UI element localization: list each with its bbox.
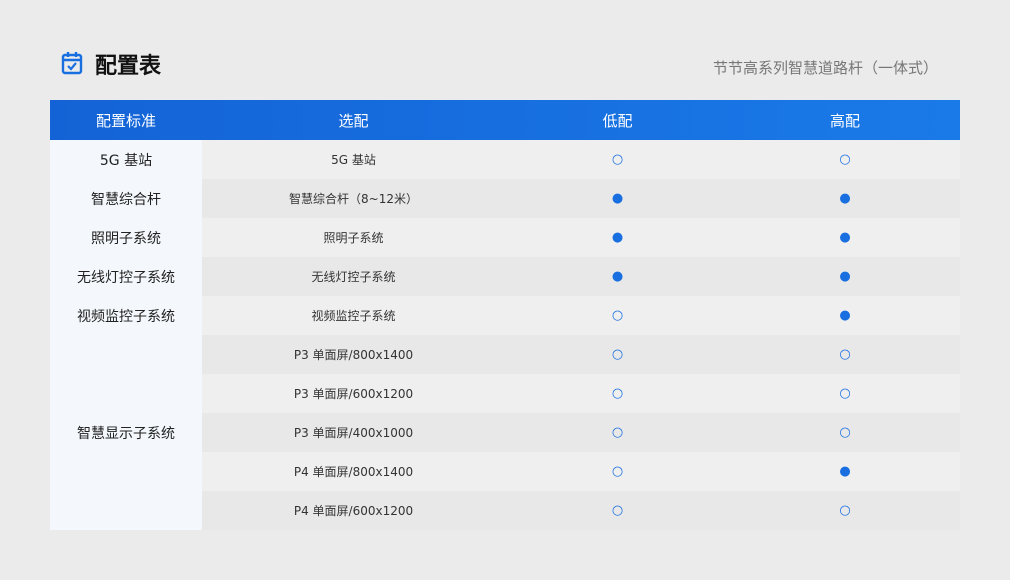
option-cell: P4 单面屏/800x1400 — [202, 452, 505, 491]
option-cell: P3 单面屏/400x1000 — [202, 413, 505, 452]
subtitle: 节节高系列智慧道路杆（一体式） — [712, 59, 938, 77]
low-mark: ● — [505, 179, 730, 218]
title: 配置表 — [95, 54, 162, 79]
low-mark: ○ — [505, 140, 730, 179]
table-row: P3 单面屏/400x1000 ○ ○ — [50, 413, 960, 452]
group-cell: 5G 基站 — [50, 140, 202, 179]
high-mark: ● — [730, 218, 960, 257]
option-cell: 无线灯控子系统 — [202, 257, 505, 296]
low-mark: ○ — [505, 335, 730, 374]
header-row: 配置标准 选配 低配 高配 — [50, 100, 960, 140]
high-mark: ● — [730, 296, 960, 335]
option-cell: P3 单面屏/600x1200 — [202, 374, 505, 413]
high-mark: ○ — [730, 413, 960, 452]
table-row: 视频监控子系统 视频监控子系统 ○ ● — [50, 296, 960, 335]
column-header: 低配 — [602, 111, 633, 130]
group-cell: 无线灯控子系统 — [50, 257, 202, 296]
high-mark: ○ — [730, 140, 960, 179]
group-cell: 智慧综合杆 — [50, 179, 202, 218]
high-mark: ○ — [730, 374, 960, 413]
low-mark: ● — [505, 218, 730, 257]
group-cell: 智慧显示子系统 — [50, 335, 202, 530]
high-mark: ● — [730, 452, 960, 491]
option-cell: P3 单面屏/800x1400 — [202, 335, 505, 374]
calendar-icon — [61, 52, 83, 75]
low-mark: ○ — [505, 491, 730, 530]
low-mark: ○ — [505, 452, 730, 491]
table-row: 无线灯控子系统 无线灯控子系统 ● ● — [50, 257, 960, 296]
table-row: P4 单面屏/600x1200 ○ ○ — [50, 491, 960, 530]
column-header: 选配 — [338, 111, 369, 130]
table-row: P4 单面屏/800x1400 ○ ● — [50, 452, 960, 491]
low-mark: ○ — [505, 413, 730, 452]
group-cell: 视频监控子系统 — [50, 296, 202, 335]
option-cell: 照明子系统 — [202, 218, 505, 257]
config-table: 配置标准 选配 低配 高配 5G 基站 5G 基站 ○ ○ 智慧综合杆 智慧综合杆（8~12米）… — [50, 100, 960, 530]
table-row: P3 单面屏/600x1200 ○ ○ — [50, 374, 960, 413]
table-row: 5G 基站 5G 基站 ○ ○ — [50, 140, 960, 179]
low-mark: ● — [505, 257, 730, 296]
high-mark: ○ — [730, 491, 960, 530]
table-row: 智慧综合杆 智慧综合杆（8~12米） ● ● — [50, 179, 960, 218]
high-mark: ● — [730, 257, 960, 296]
high-mark: ● — [730, 179, 960, 218]
column-header: 配置标准 — [95, 111, 156, 130]
option-cell: P4 单面屏/600x1200 — [202, 491, 505, 530]
option-cell: 5G 基站 — [202, 140, 505, 179]
group-cell: 照明子系统 — [50, 218, 202, 257]
option-cell: 智慧综合杆（8~12米） — [202, 179, 505, 218]
option-cell: 视频监控子系统 — [202, 296, 505, 335]
low-mark: ○ — [505, 296, 730, 335]
column-header: 高配 — [829, 111, 860, 130]
table-row: 智慧显示子系统 P3 单面屏/800x1400 ○ ○ — [50, 335, 960, 530]
low-mark: ○ — [505, 374, 730, 413]
high-mark: ○ — [730, 335, 960, 374]
table-row: 照明子系统 照明子系统 ● ● — [50, 218, 960, 257]
